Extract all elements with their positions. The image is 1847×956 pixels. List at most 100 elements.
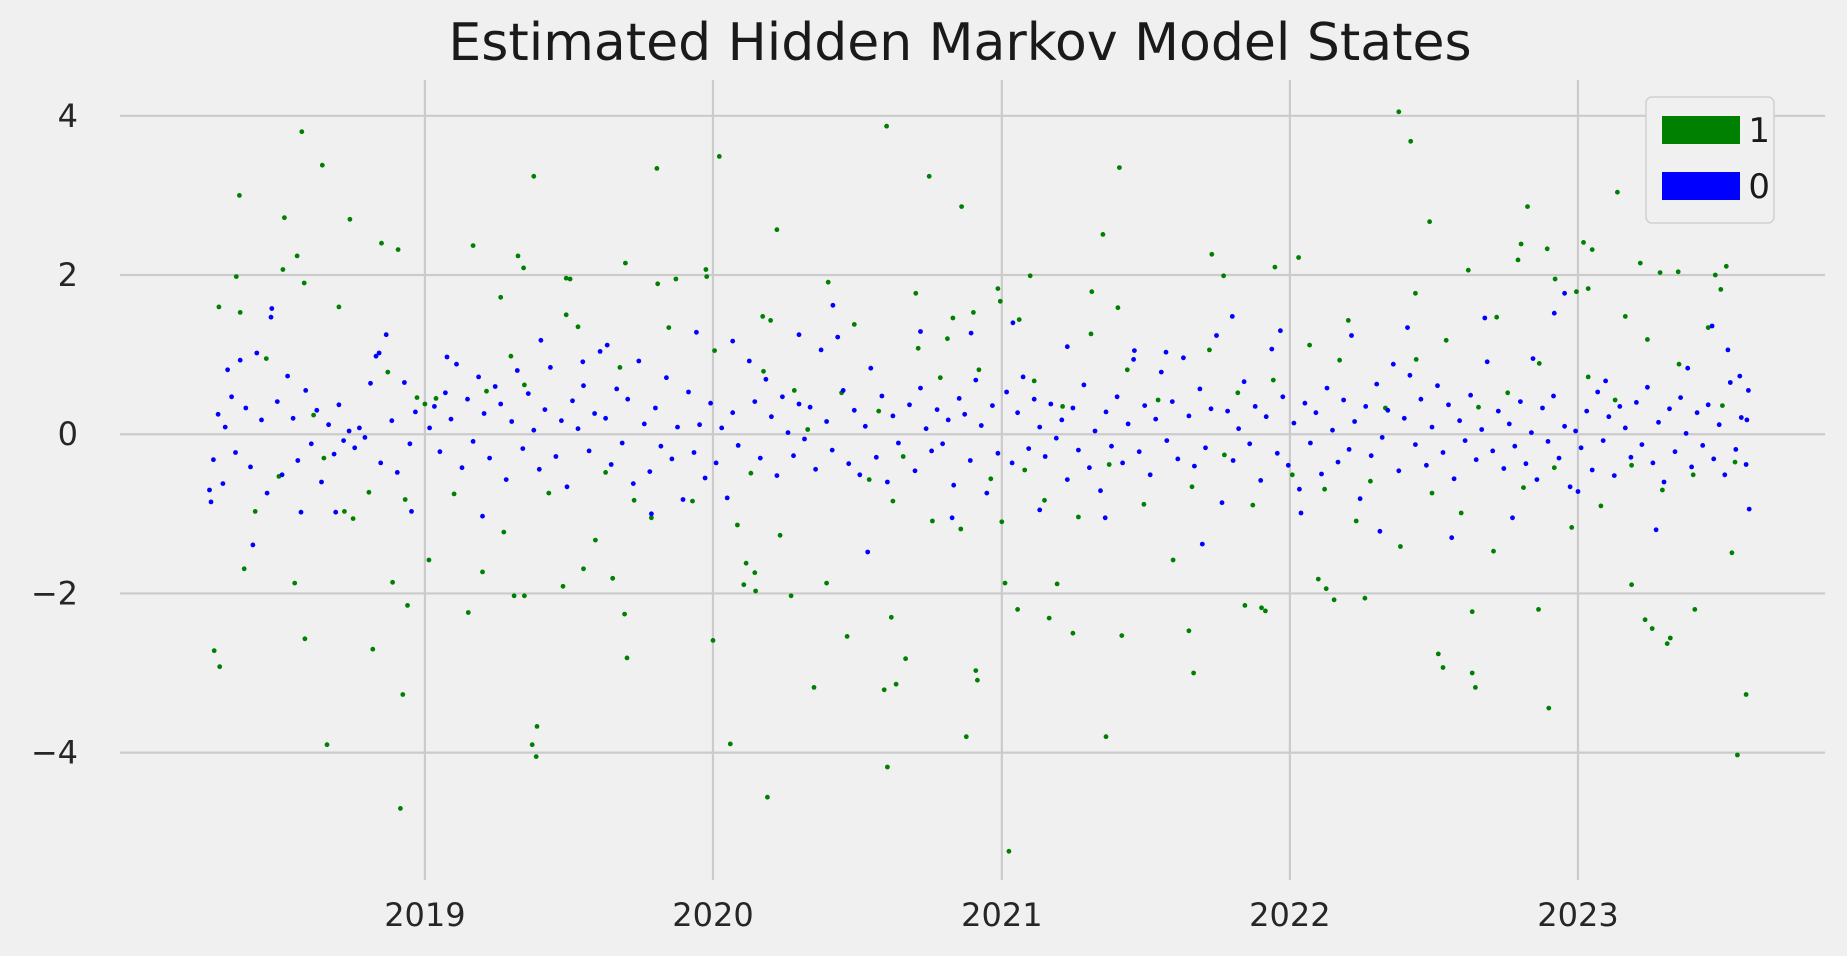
data-point xyxy=(237,193,242,198)
data-point xyxy=(207,487,212,493)
data-point xyxy=(1102,515,1108,521)
data-point xyxy=(1738,415,1744,420)
data-point xyxy=(1705,402,1711,408)
data-point xyxy=(1413,290,1418,296)
data-point xyxy=(791,388,797,393)
data-point xyxy=(448,416,454,422)
data-point xyxy=(1230,458,1236,463)
data-point xyxy=(968,330,974,336)
data-point xyxy=(553,454,559,459)
data-point xyxy=(389,418,395,424)
data-point xyxy=(592,411,597,416)
data-point xyxy=(1015,410,1020,416)
data-point xyxy=(1004,389,1009,395)
data-point xyxy=(1676,361,1682,367)
data-point xyxy=(1141,501,1147,507)
data-point xyxy=(1656,419,1661,425)
data-point xyxy=(1716,422,1722,428)
data-point xyxy=(534,724,540,729)
data-point xyxy=(619,440,625,446)
data-point xyxy=(788,593,794,599)
data-point xyxy=(1629,462,1634,468)
x-tick-label: 2023 xyxy=(1537,896,1618,934)
data-point xyxy=(1523,461,1529,467)
data-point xyxy=(1482,315,1488,321)
series-1 xyxy=(211,109,1749,854)
data-point xyxy=(813,466,818,472)
data-point xyxy=(1164,438,1170,443)
data-point xyxy=(1429,424,1435,430)
data-point xyxy=(1518,241,1524,247)
data-point xyxy=(1725,347,1731,353)
data-point xyxy=(727,741,733,747)
data-point xyxy=(1269,346,1275,352)
data-point xyxy=(563,275,569,281)
data-point xyxy=(649,511,654,517)
data-point xyxy=(760,314,766,319)
data-point xyxy=(400,692,406,697)
data-point xyxy=(290,415,296,421)
data-point xyxy=(1653,527,1659,533)
data-point xyxy=(564,484,570,490)
data-point xyxy=(217,664,223,670)
data-point xyxy=(1705,325,1711,330)
data-point xyxy=(664,375,669,381)
legend-label: 0 xyxy=(1748,167,1770,207)
data-point xyxy=(1031,378,1037,384)
data-point xyxy=(1569,525,1575,530)
data-point xyxy=(324,742,330,748)
data-point xyxy=(531,427,537,433)
data-point xyxy=(1575,489,1581,494)
data-point xyxy=(1302,400,1308,406)
data-point xyxy=(414,395,420,400)
data-point xyxy=(1263,608,1268,614)
data-point xyxy=(1191,670,1196,676)
data-point xyxy=(691,450,697,455)
data-point xyxy=(563,312,569,318)
data-point xyxy=(1521,485,1526,490)
data-point xyxy=(1562,290,1567,296)
data-point xyxy=(233,274,239,279)
data-point xyxy=(1685,365,1691,371)
data-point xyxy=(830,302,836,308)
data-point xyxy=(1225,408,1230,414)
data-point xyxy=(824,419,829,424)
data-point xyxy=(1076,447,1081,453)
data-point xyxy=(370,646,376,652)
data-point xyxy=(1199,541,1205,547)
data-point xyxy=(1622,314,1628,319)
data-point xyxy=(341,438,346,443)
data-point xyxy=(379,240,384,246)
data-point xyxy=(995,286,1001,291)
data-point xyxy=(241,566,247,572)
data-point xyxy=(1567,484,1573,490)
data-point xyxy=(1469,609,1475,615)
data-point xyxy=(818,347,824,353)
data-point xyxy=(1551,310,1557,316)
legend-swatch xyxy=(1662,172,1740,200)
data-point xyxy=(851,407,857,413)
data-point xyxy=(962,411,968,417)
data-point xyxy=(220,481,226,486)
data-point xyxy=(1341,397,1346,403)
data-point xyxy=(1645,337,1650,342)
data-point xyxy=(1048,401,1054,407)
data-point xyxy=(675,424,680,430)
data-point xyxy=(757,455,763,461)
data-point xyxy=(1556,455,1562,461)
data-point xyxy=(319,162,325,168)
data-point xyxy=(1476,404,1481,410)
data-point xyxy=(433,396,439,401)
data-point xyxy=(225,367,231,373)
data-point xyxy=(357,425,362,431)
data-point xyxy=(1357,496,1363,502)
data-point xyxy=(937,375,943,381)
data-point xyxy=(487,455,492,461)
data-point xyxy=(1551,393,1556,399)
data-point xyxy=(926,173,932,179)
data-point xyxy=(1114,394,1120,400)
data-point xyxy=(1115,305,1121,311)
data-point xyxy=(581,383,586,389)
data-point xyxy=(631,497,637,503)
